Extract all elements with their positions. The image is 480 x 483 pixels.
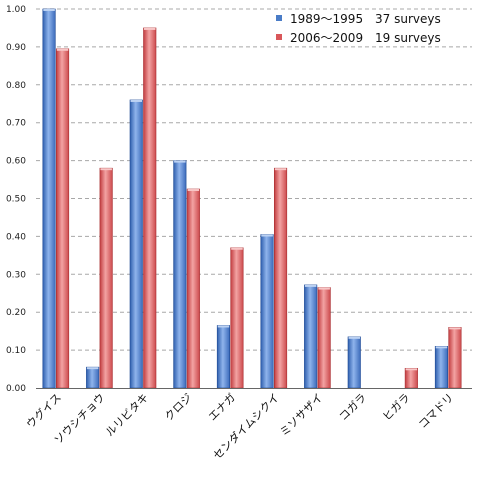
legend: 1989〜1995 37 surveys 2006〜2009 19 survey… (276, 12, 441, 45)
bar-cap-series-1 (174, 160, 186, 163)
bar-cap-series-2 (318, 287, 330, 290)
bar-cap-series-2 (231, 247, 243, 250)
y-tick-label: 0.50 (6, 195, 26, 205)
bar-cap-series-2 (144, 27, 156, 30)
bar-cap-series-1 (348, 336, 360, 339)
legend-surveys-series-1: 37 surveys (375, 12, 441, 26)
y-tick-label: 0.90 (6, 43, 26, 53)
bar-cap-series-2 (449, 327, 461, 330)
bar-cap-series-2 (405, 368, 418, 371)
x-category-label: コマドリ (416, 391, 456, 431)
bar-cap-series-2 (274, 168, 287, 171)
bar-series-2 (55, 48, 70, 389)
bar-cap-series-2 (187, 189, 200, 192)
bar-series-1 (216, 325, 230, 389)
y-tick-label: 0.00 (6, 384, 26, 394)
legend-swatch-series-2 (276, 34, 282, 40)
legend-surveys-series-2: 19 surveys (375, 31, 441, 45)
bar-series-1 (434, 346, 449, 389)
bar-series-2 (143, 27, 157, 389)
bar-cap-series-2 (56, 48, 69, 51)
x-category-label: ヒガラ (380, 391, 413, 424)
bar-series-1 (347, 336, 361, 389)
bar-cap-series-1 (86, 367, 99, 370)
x-category-label: ウグイス (23, 390, 64, 431)
x-category-label: コガラ (337, 391, 370, 424)
bar-series-2 (99, 167, 113, 389)
x-category-label: エナガ (206, 391, 239, 424)
bars (42, 8, 462, 389)
y-tick-label: 0.70 (6, 119, 26, 129)
bar-series-1 (173, 160, 187, 389)
bar-cap-series-1 (261, 234, 273, 237)
bar-series-2 (404, 367, 418, 389)
y-tick-label: 0.20 (6, 308, 26, 318)
legend-swatch-series-1 (276, 15, 282, 21)
y-tick-label: 0.60 (6, 157, 26, 167)
y-tick-label: 0.40 (6, 232, 26, 242)
legend-label-series-1: 1989〜1995 (290, 12, 363, 26)
y-tick-label: 0.10 (6, 346, 26, 356)
bar-series-2 (186, 188, 200, 389)
bar-series-2 (230, 247, 244, 389)
bar-cap-series-1 (217, 325, 230, 328)
y-tick-label: 0.80 (6, 81, 26, 91)
x-category-label: ルリビタキ (103, 391, 151, 439)
bar-cap-series-1 (304, 284, 317, 287)
y-tick-label: 1.00 (6, 5, 26, 15)
bar-cap-series-1 (435, 346, 448, 349)
x-category-label: ミソサザイ (277, 391, 325, 439)
bar-series-1 (129, 99, 143, 389)
bar-series-2 (317, 287, 331, 389)
bar-series-1 (86, 366, 100, 389)
bar-series-2 (448, 327, 462, 389)
bar-series-1 (260, 234, 274, 389)
x-category-label: クロジ (162, 391, 195, 424)
bar-series-1 (42, 8, 56, 389)
bar-cap-series-1 (130, 99, 142, 102)
bar-cap-series-2 (100, 168, 112, 171)
legend-label-series-2: 2006〜2009 (290, 31, 363, 45)
y-tick-label: 0.30 (6, 270, 26, 280)
y-axis-ticks: 0.00 0.10 0.20 0.30 0.40 0.50 0.60 0.70 0.80 0.90… (6, 5, 26, 394)
bar-series-1 (304, 284, 318, 389)
bar-cap-series-1 (43, 9, 55, 11)
bar-series-2 (273, 167, 288, 389)
